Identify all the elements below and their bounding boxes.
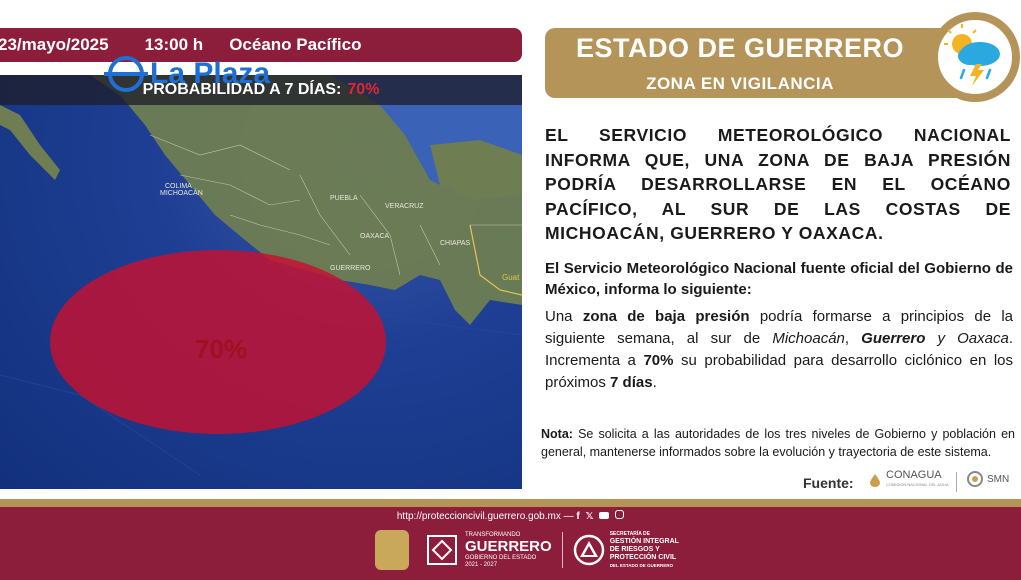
smn-icon <box>967 471 983 487</box>
footer-gold-strip <box>0 499 1021 507</box>
probability-value: 70% <box>347 81 380 98</box>
map-graphic <box>0 75 522 476</box>
smn-name: SMN <box>987 473 1010 485</box>
probability-zone <box>50 250 386 434</box>
probability-bar: PROBABILIDAD A 7 DÍAS: 70% <box>0 75 522 105</box>
detail-bold: Guerrero <box>861 330 926 347</box>
storm-cloud-icon <box>930 12 1020 102</box>
watermark-text: La Plaza <box>150 57 271 90</box>
detail-text <box>925 330 937 347</box>
state-header-band <box>545 28 963 98</box>
detail-bold: 70% <box>643 352 674 369</box>
map-label: OAXACA <box>360 233 390 240</box>
state-borders <box>149 134 522 276</box>
brand-sub: GOBIERNO DEL ESTADO <box>465 554 537 561</box>
smn-logo: SMN <box>966 470 1009 488</box>
civil-protection-icon <box>573 534 604 566</box>
guerrero-brand: TRANSFORMANDO GUERRERO GOBIERNO DEL ESTA… <box>465 532 552 569</box>
conagua-subtitle: COMISIÓN NACIONAL DEL AGUA <box>886 482 949 487</box>
x-icon[interactable]: 𝕏 <box>585 511 594 522</box>
laplaza-logo-icon <box>104 56 148 92</box>
state-title: ESTADO DE GUERRERO <box>575 33 905 63</box>
footer-url[interactable]: http://proteccioncivil.guerrero.gob.mx <box>396 511 561 522</box>
probability-label: PROBABILIDAD A 7 DÍAS: <box>142 81 342 98</box>
map-label: Guat <box>502 273 520 282</box>
map-label: CHIAPAS <box>440 240 471 247</box>
instagram-icon[interactable] <box>615 510 625 519</box>
map-label: MICHOACÁN <box>160 190 203 197</box>
detail-text: . Incrementa a <box>545 330 1013 369</box>
guerrero-emblem-icon <box>427 535 457 565</box>
country-border <box>469 224 522 296</box>
sec-line: DE RIESGOS Y <box>609 546 660 553</box>
detail-bold: zona de baja presión <box>582 308 750 325</box>
zone-percentage-label: 70% <box>195 334 248 364</box>
banner-ocean: Océano Pacífico <box>229 35 362 54</box>
map-label: COLIMA <box>165 183 192 190</box>
sec-line: GESTIÓN INTEGRAL <box>609 538 679 545</box>
conagua-name: CONAGUA <box>886 469 942 481</box>
watch-zone-subtitle: ZONA EN VIGILANCIA <box>646 74 834 93</box>
detail-text: Una <box>545 308 583 325</box>
note-text: Se solicita a las autoridades de los tre… <box>541 427 1015 459</box>
map-label: GUERRERO <box>330 265 371 272</box>
state-seal-icon <box>375 530 409 570</box>
youtube-icon[interactable] <box>599 512 610 519</box>
footer-logo-divider <box>561 532 563 568</box>
source-divider <box>956 472 957 492</box>
watermark-logo: La Plaza <box>104 54 271 94</box>
footer-url-line: http://proteccioncivil.guerrero.gob.mx —… <box>0 510 1021 522</box>
storm-cloud-graphic <box>944 24 1000 86</box>
note-paragraph: Nota: Se solicita a las autoridades de l… <box>541 425 1015 461</box>
brand-main: GUERRERO <box>465 537 552 555</box>
conagua-logo: CONAGUA COMISIÓN NACIONAL DEL AGUA <box>868 470 949 490</box>
facebook-icon[interactable]: f <box>576 511 580 522</box>
detail-text: , <box>844 330 862 347</box>
note-label: Nota: <box>541 427 573 441</box>
map-label: PUEBLA <box>330 195 358 202</box>
brand-top: TRANSFORMANDO <box>465 531 521 538</box>
detail-paragraph: Una zona de baja presión podría formarse… <box>545 306 1013 394</box>
detail-text: . <box>652 374 657 391</box>
detail-text: podría formarse a principios de la sigui… <box>545 308 1014 347</box>
forecast-map: MICHOACÁN COLIMA GUERRERO OAXACA CHIAPAS… <box>0 75 522 489</box>
sec-line: PROTECCIÓN CIVIL <box>609 554 677 561</box>
sec-line: DEL ESTADO DE GUERRERO <box>609 563 674 568</box>
footer-bar <box>0 507 1021 580</box>
secretariat-name: SECRETARÍA DE GESTIÓN INTEGRAL DE RIESGO… <box>610 530 679 570</box>
source-label: Fuente: <box>803 475 854 491</box>
map-label: VERACRUZ <box>385 203 424 210</box>
banner-date: 23/mayo/2025 <box>0 35 109 54</box>
smn-intro-text: El Servicio Meteorológico Nacional fuent… <box>545 260 1013 298</box>
brand-years: 2021 - 2027 <box>465 561 498 568</box>
banner-time: 13:00 h <box>144 35 204 54</box>
date-time-banner: 23/mayo/2025 13:00 h Océano Pacífico <box>0 28 522 62</box>
baja-california <box>0 105 60 180</box>
conagua-icon <box>870 474 880 487</box>
detail-italic: y Oaxaca <box>937 330 1009 347</box>
detail-italic: Michoacán <box>772 330 845 347</box>
detail-text: su probabilidad para desarrollo ciclónic… <box>545 352 1013 391</box>
detail-bold: 7 días <box>610 374 653 391</box>
footer-logos: TRANSFORMANDO GUERRERO GOBIERNO DEL ESTA… <box>375 528 679 572</box>
footer-separator: — <box>563 511 574 522</box>
main-announcement: EL SERVICIO METEOROLÓGICO NACIONAL INFOR… <box>545 125 1011 243</box>
peninsula <box>430 140 522 200</box>
sec-line: SECRETARÍA DE <box>609 531 650 537</box>
